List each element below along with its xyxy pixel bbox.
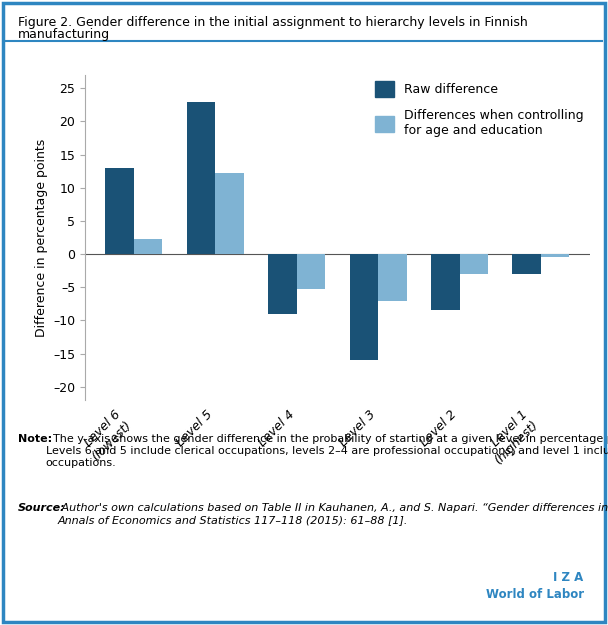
Bar	[105, 168, 134, 254]
Text: The y-axis shows the gender difference in the probability of starting at a given: The y-axis shows the gender difference i…	[46, 434, 608, 468]
Text: Source:: Source:	[18, 503, 66, 513]
Text: World of Labor: World of Labor	[486, 588, 584, 601]
Text: Author's own calculations based on Table II in Kauhanen, A., and S. Napari. “Gen: Author's own calculations based on Table…	[58, 503, 608, 525]
Text: manufacturing: manufacturing	[18, 28, 111, 41]
Bar	[378, 254, 407, 301]
Bar	[350, 254, 378, 360]
Legend: Raw difference, Differences when controlling
for age and education: Raw difference, Differences when control…	[375, 81, 584, 137]
Bar	[513, 254, 541, 274]
Text: Note:: Note:	[18, 434, 52, 444]
Text: I Z A: I Z A	[553, 571, 584, 584]
Bar	[134, 239, 162, 254]
Bar	[431, 254, 460, 311]
Bar	[297, 254, 325, 289]
Bar	[215, 173, 244, 254]
Bar	[268, 254, 297, 314]
Y-axis label: Difference in percentage points: Difference in percentage points	[35, 138, 47, 337]
Bar	[460, 254, 488, 274]
Text: Figure 2. Gender difference in the initial assignment to hierarchy levels in Fin: Figure 2. Gender difference in the initi…	[18, 16, 528, 29]
Bar	[541, 254, 570, 258]
Bar	[187, 101, 215, 254]
